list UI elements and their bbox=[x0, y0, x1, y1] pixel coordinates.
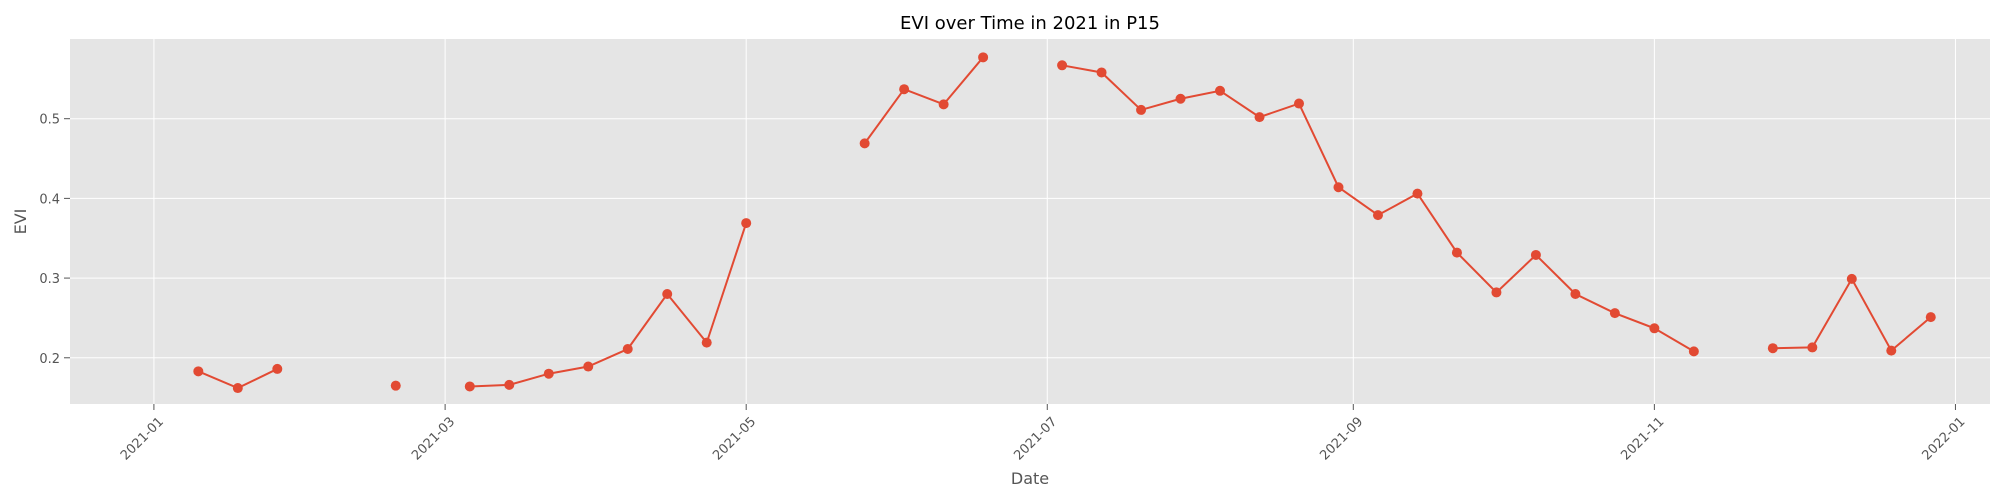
data-point bbox=[272, 363, 283, 374]
data-point bbox=[741, 218, 752, 229]
data-point bbox=[1530, 249, 1541, 260]
y-tick-label: 0.5 bbox=[39, 113, 60, 128]
data-point bbox=[390, 380, 401, 391]
data-point bbox=[1293, 98, 1304, 109]
data-point bbox=[701, 337, 712, 348]
data-point bbox=[1136, 104, 1147, 115]
x-tick-label: 2021-01 bbox=[118, 414, 167, 463]
data-point bbox=[1175, 93, 1186, 104]
data-point bbox=[1254, 112, 1265, 123]
data-point bbox=[622, 344, 633, 355]
plot-area bbox=[70, 39, 1990, 404]
data-point bbox=[1333, 182, 1344, 193]
data-point bbox=[978, 52, 989, 63]
x-axis-label: Date bbox=[1011, 469, 1049, 488]
data-point bbox=[662, 289, 673, 300]
x-tick-label: 2021-05 bbox=[710, 414, 759, 463]
data-point bbox=[1649, 323, 1660, 334]
x-tick-label: 2021-11 bbox=[1618, 414, 1667, 463]
y-axis-label: EVI bbox=[11, 209, 30, 235]
evi-series bbox=[193, 52, 1936, 394]
data-point bbox=[1491, 287, 1502, 298]
data-point bbox=[543, 368, 554, 379]
data-point bbox=[938, 99, 949, 110]
data-point bbox=[464, 381, 475, 392]
grid-lines bbox=[70, 39, 1990, 404]
x-tick-label: 2021-07 bbox=[1011, 414, 1060, 463]
data-point bbox=[504, 379, 515, 390]
data-point bbox=[1570, 289, 1581, 300]
data-point bbox=[1372, 210, 1383, 221]
data-point bbox=[1886, 345, 1897, 356]
data-point bbox=[1412, 188, 1423, 199]
x-tick-label: 2022-01 bbox=[1919, 414, 1968, 463]
y-tick-label: 0.2 bbox=[39, 352, 60, 367]
x-tick-label: 2021-09 bbox=[1317, 414, 1366, 463]
data-point bbox=[899, 84, 910, 95]
data-point bbox=[1807, 342, 1818, 353]
data-point bbox=[583, 361, 594, 372]
data-point bbox=[1846, 273, 1857, 284]
data-point bbox=[232, 383, 243, 394]
chart-title: EVI over Time in 2021 in P15 bbox=[900, 13, 1160, 34]
series-line bbox=[863, 56, 984, 144]
data-point bbox=[1767, 343, 1778, 354]
data-point bbox=[193, 366, 204, 377]
y-tick-label: 0.4 bbox=[39, 192, 60, 207]
data-point bbox=[1688, 346, 1699, 357]
x-tick-label: 2021-03 bbox=[409, 414, 458, 463]
data-point bbox=[859, 138, 870, 149]
data-point bbox=[1925, 312, 1936, 323]
data-point bbox=[1215, 85, 1226, 96]
data-point bbox=[1451, 247, 1462, 258]
data-point bbox=[1609, 308, 1620, 319]
data-point bbox=[1057, 60, 1068, 71]
data-point bbox=[1096, 67, 1107, 78]
y-tick-label: 0.3 bbox=[39, 272, 60, 287]
series-line bbox=[469, 222, 748, 388]
